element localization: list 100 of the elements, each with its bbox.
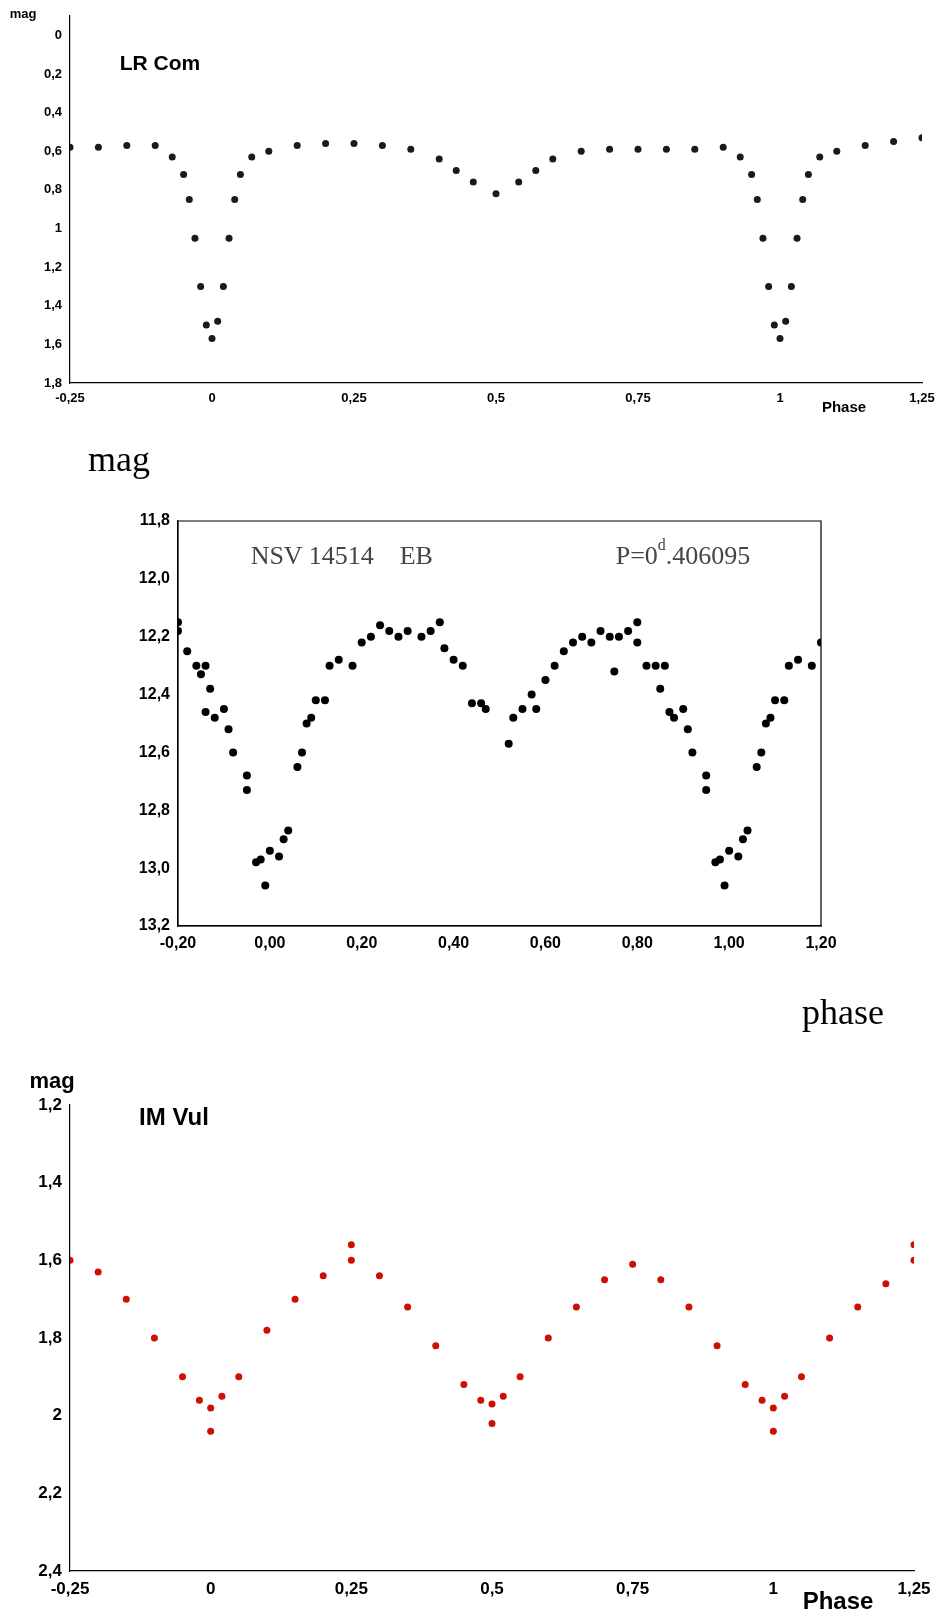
point — [94, 143, 102, 151]
point — [293, 141, 301, 149]
point — [781, 1392, 789, 1400]
point — [549, 155, 557, 163]
point — [248, 153, 256, 161]
y-tick-label: 13,0 — [138, 858, 171, 876]
point — [719, 143, 727, 151]
y-tick-label: 12,0 — [138, 569, 171, 587]
y-tick-label: 11,8 — [139, 511, 171, 529]
point — [787, 282, 795, 290]
y-tick-label: 0 — [54, 26, 62, 42]
point — [861, 141, 869, 149]
point — [657, 1276, 665, 1284]
point — [378, 141, 386, 149]
point — [214, 317, 222, 325]
point — [770, 321, 778, 329]
point — [499, 1392, 507, 1400]
y-tick-label: 2,2 — [38, 1483, 62, 1503]
x-tick-label: -0,20 — [159, 934, 197, 952]
x-tick-label: 0,5 — [480, 1578, 504, 1598]
y-tick-label: 1,4 — [38, 1172, 63, 1192]
y-tick-label: 0,4 — [43, 104, 63, 120]
point — [150, 1334, 158, 1342]
chart-title: IM Vul — [139, 1102, 209, 1130]
point — [291, 1295, 299, 1303]
point — [765, 282, 773, 290]
point — [776, 335, 784, 343]
point — [601, 1276, 609, 1284]
point — [782, 317, 790, 325]
point — [122, 1295, 130, 1303]
y-tick-label: 0,6 — [43, 142, 62, 158]
y-axis-title: mag — [9, 5, 37, 21]
point — [488, 1419, 496, 1427]
point — [202, 321, 210, 329]
point — [753, 196, 761, 203]
x-tick-label: 1,00 — [713, 934, 745, 952]
text: LR Com — [119, 50, 201, 74]
point — [797, 1373, 805, 1381]
x-tick-label: 1,25 — [909, 390, 935, 406]
point — [151, 141, 159, 149]
x-tick-label: 1 — [768, 1578, 779, 1598]
point — [793, 234, 801, 242]
point — [407, 145, 415, 153]
y-tick-label: 1,2 — [43, 258, 62, 274]
y-tick-label: 1,6 — [38, 1250, 62, 1270]
point — [634, 145, 642, 153]
point — [515, 178, 523, 186]
point — [477, 1396, 485, 1404]
y-tick-label: 1,8 — [38, 1327, 62, 1347]
x-tick-label: 0,80 — [621, 934, 653, 952]
x-tick-label: 0,60 — [529, 934, 562, 952]
point — [265, 147, 273, 155]
x-tick-label: 0,5 — [486, 390, 506, 406]
point — [691, 145, 699, 153]
y-tick-label: 12,8 — [138, 800, 171, 818]
point — [197, 282, 205, 290]
point — [435, 155, 443, 163]
y-tick-label: 0,2 — [43, 65, 62, 81]
y-tick-label: 13,2 — [138, 916, 171, 934]
point — [629, 1260, 637, 1268]
point — [460, 1381, 468, 1389]
x-tick-label: 0,40 — [438, 934, 470, 952]
y-tick-label: 12,6 — [138, 742, 171, 760]
point — [208, 335, 216, 343]
point — [759, 234, 767, 242]
y-tick-label: 1,2 — [38, 1094, 62, 1114]
point — [180, 170, 188, 178]
point — [319, 1272, 327, 1280]
point — [488, 1400, 496, 1408]
y-tick-label: 12,4 — [138, 684, 171, 702]
point — [375, 1272, 383, 1280]
x-axis-title: phase — [802, 992, 884, 1033]
y-tick-label: 0,8 — [43, 181, 62, 197]
text: NSV 14514 EB — [250, 540, 433, 570]
x-tick-label: 0 — [205, 1578, 216, 1598]
y-axis-title: mag — [88, 439, 150, 480]
point — [347, 1241, 355, 1249]
y-axis-title: mag — [29, 1068, 75, 1094]
point — [469, 178, 477, 186]
point — [572, 1303, 580, 1311]
point — [577, 147, 585, 155]
point — [769, 1404, 777, 1412]
point — [758, 1396, 766, 1404]
y-tick-label: 1 — [54, 220, 62, 236]
y-tick-label: 1,8 — [43, 374, 62, 390]
point — [185, 196, 193, 203]
x-tick-label: 0,00 — [254, 934, 286, 952]
point — [207, 1427, 215, 1435]
point — [685, 1303, 693, 1311]
point — [748, 170, 756, 178]
point — [432, 1342, 440, 1350]
x-tick-label: 0,25 — [341, 390, 367, 406]
x-tick-label: 0,20 — [346, 934, 378, 952]
point — [207, 1404, 215, 1412]
point — [191, 234, 199, 242]
point — [404, 1303, 412, 1311]
point — [713, 1342, 721, 1350]
point — [263, 1326, 271, 1334]
point — [606, 145, 614, 153]
x-tick-label: 0 — [208, 390, 216, 406]
